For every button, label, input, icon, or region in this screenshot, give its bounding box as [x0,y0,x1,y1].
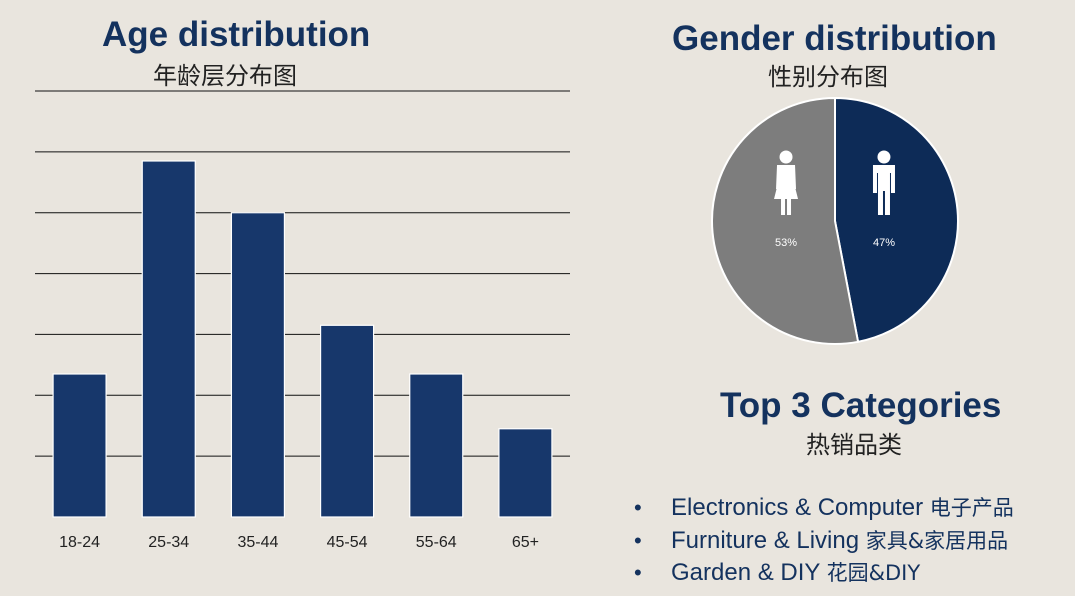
categories-title: Top 3 Categories [720,386,1002,425]
bar-35-44 [230,212,286,518]
x-tick-label: 55-64 [416,534,457,551]
bar-65+ [498,428,553,518]
gender-pie-chart: 47% 53% [711,96,959,345]
categories-subtitle: 热销品类 [806,431,902,459]
male-icon [872,150,895,215]
bullet-icon: • [634,560,642,585]
age-chart-title: Age distribution [102,15,371,54]
female-icon [774,150,799,215]
bar-25-34 [141,160,196,518]
pie-label-female: 53% [775,237,797,249]
pie-slice-male [834,96,959,343]
category-name-zh: 电子产品 [929,496,1014,520]
category-name-zh: 家具&家居用品 [865,528,1009,553]
gender-chart-subtitle: 性别分布图 [768,63,888,91]
bar-18-24 [52,373,107,518]
category-item: • Garden & DIY 花园&DIY [634,557,1014,590]
bar-45-54 [319,324,375,518]
age-bar-chart: 18-24 25-34 35-44 45-54 55-64 65+ [35,90,570,551]
category-name-zh: 花园&DIY [826,561,921,585]
category-item: • Electronics & Computer 电子产品 [634,492,1014,525]
category-item: • Furniture & Living 家具&家居用品 [634,525,1014,558]
categories-list: • Electronics & Computer 电子产品 • Furnitur… [634,492,1014,590]
age-chart-subtitle: 年龄层分布图 [153,62,297,90]
bar-55-64 [409,373,464,518]
category-name: Garden & DIY [671,559,820,586]
bullet-icon: • [634,527,642,553]
gender-chart-title: Gender distribution [672,19,997,58]
x-tick-label: 65+ [512,534,539,551]
pie-slice-female [711,96,860,345]
category-name: Furniture & Living [671,526,860,554]
category-name: Electronics & Computer [671,494,924,521]
x-tick-label: 25-34 [148,534,189,551]
pie-label-male: 47% [873,237,895,249]
x-tick-label: 45-54 [327,534,368,551]
x-tick-label: 18-24 [59,534,100,551]
bullet-icon: • [634,495,642,520]
x-tick-label: 35-44 [237,534,278,551]
